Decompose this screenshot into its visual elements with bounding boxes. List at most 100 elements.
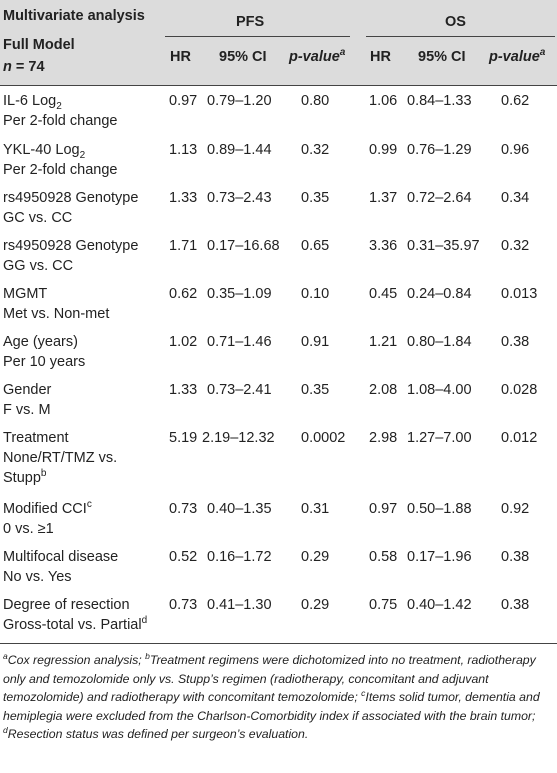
- pfs-hr-cell: 0.62: [169, 286, 198, 302]
- os-p-cell: 0.012: [501, 430, 538, 446]
- os-hr-cell: 0.58: [369, 549, 398, 565]
- os-hr-cell: 1.37: [369, 190, 398, 206]
- group-pfs: PFS: [236, 14, 265, 30]
- pfs-p-cell: 0.31: [301, 501, 330, 517]
- col-pfs-p-sup: a: [339, 47, 346, 59]
- pfs-ci-cell: 0.79–1.20: [207, 93, 272, 109]
- os-ci-cell: 0.50–1.88: [407, 501, 472, 517]
- os-p-cell: 0.38: [501, 549, 530, 565]
- pfs-p-cell: 0.35: [301, 382, 330, 398]
- pfs-ci-cell: 0.89–1.44: [207, 142, 272, 158]
- os-p-cell: 0.38: [501, 334, 530, 350]
- header-title-line1: Multivariate analysis: [3, 8, 145, 24]
- table-footnotes: aCox regression analysis; bTreatment reg…: [3, 650, 540, 742]
- pfs-ci-cell: 0.71–1.46: [207, 334, 272, 350]
- pfs-p-cell: 0.29: [301, 549, 330, 565]
- row-label-line1: Multifocal disease: [3, 549, 119, 565]
- pfs-hr-cell: 1.33: [169, 190, 198, 206]
- row-label-line1: Modified CCIc: [3, 499, 92, 517]
- os-p-cell: 0.96: [501, 142, 530, 158]
- os-ci-cell: 0.76–1.29: [407, 142, 472, 158]
- row-label-line1: rs4950928 Genotype: [3, 238, 139, 254]
- pfs-p-cell: 0.91: [301, 334, 330, 350]
- row-label-line2: None/RT/TMZ vs.: [3, 450, 118, 466]
- os-group-rule: [366, 36, 555, 37]
- os-ci-cell: 0.24–0.84: [407, 286, 472, 302]
- pfs-p-cell: 0.29: [301, 597, 330, 613]
- row-label-line2: GG vs. CC: [3, 258, 74, 274]
- pfs-p-cell: 0.80: [301, 93, 330, 109]
- pfs-hr-cell: 1.02: [169, 334, 198, 350]
- row-label-line2: Per 10 years: [3, 354, 86, 370]
- header-n: n = 74: [3, 58, 45, 77]
- os-hr-cell: 1.21: [369, 334, 398, 350]
- pfs-hr-cell: 0.97: [169, 93, 198, 109]
- pfs-hr-cell: 1.33: [169, 382, 198, 398]
- table-header: [0, 0, 557, 85]
- row-label-line2: Per 2-fold change: [3, 113, 118, 129]
- pfs-hr-cell: 0.73: [169, 501, 198, 517]
- pfs-p-cell: 0.32: [301, 142, 330, 158]
- header-bottom-rule: [0, 85, 557, 86]
- pfs-hr-cell: 0.73: [169, 597, 198, 613]
- os-ci-cell: 1.08–4.00: [407, 382, 472, 398]
- os-hr-cell: 1.06: [369, 93, 398, 109]
- os-hr-cell: 2.98: [369, 430, 398, 446]
- pfs-p-cell: 0.0002: [301, 430, 346, 446]
- table-bottom-rule: [0, 643, 557, 644]
- col-pfs-p-label: p-value: [289, 49, 340, 65]
- pfs-p-cell: 0.65: [301, 238, 330, 254]
- pfs-ci-cell: 0.73–2.41: [207, 382, 272, 398]
- os-p-cell: 0.028: [501, 382, 538, 398]
- header-title-line2: Full Model: [3, 37, 75, 53]
- pfs-p-cell: 0.35: [301, 190, 330, 206]
- os-ci-cell: 0.72–2.64: [407, 190, 472, 206]
- pfs-ci-cell: 0.17–16.68: [207, 238, 280, 254]
- col-pfs-ci: 95% CI: [219, 49, 267, 65]
- pfs-ci-cell: 0.16–1.72: [207, 549, 272, 565]
- n-value: = 74: [15, 59, 45, 75]
- pfs-ci-cell: 0.35–1.09: [207, 286, 272, 302]
- col-pfs-hr: HR: [170, 49, 191, 65]
- os-hr-cell: 0.99: [369, 142, 398, 158]
- row-label-line1: rs4950928 Genotype: [3, 190, 139, 206]
- col-os-p-label: p-value: [489, 49, 540, 65]
- row-label-line1: Age (years): [3, 334, 78, 350]
- pfs-hr-cell: 0.52: [169, 549, 198, 565]
- pfs-p-cell: 0.10: [301, 286, 330, 302]
- group-os: OS: [445, 14, 466, 30]
- os-p-cell: 0.34: [501, 190, 530, 206]
- row-label-line3: Stuppb: [3, 468, 47, 486]
- pfs-ci-cell: 0.73–2.43: [207, 190, 272, 206]
- col-os-ci: 95% CI: [418, 49, 466, 65]
- pfs-ci-cell: 2.19–12.32: [202, 430, 275, 446]
- os-ci-cell: 0.80–1.84: [407, 334, 472, 350]
- os-hr-cell: 0.75: [369, 597, 398, 613]
- pfs-hr-cell: 1.71: [169, 238, 198, 254]
- row-label-line1: IL-6 Log2: [3, 93, 62, 112]
- os-hr-cell: 0.45: [369, 286, 398, 302]
- row-label-line1: MGMT: [3, 286, 48, 302]
- row-label-line2: F vs. M: [3, 402, 51, 418]
- os-ci-cell: 0.84–1.33: [407, 93, 472, 109]
- pfs-hr-cell: 1.13: [169, 142, 198, 158]
- row-label-line2: No vs. Yes: [3, 569, 72, 585]
- os-p-cell: 0.32: [501, 238, 530, 254]
- os-hr-cell: 0.97: [369, 501, 398, 517]
- os-p-cell: 0.92: [501, 501, 530, 517]
- row-label-line2: Per 2-fold change: [3, 162, 118, 178]
- os-ci-cell: 0.17–1.96: [407, 549, 472, 565]
- row-label-line2: Gross-total vs. Partiald: [3, 615, 148, 633]
- row-label-line1: Gender: [3, 382, 52, 398]
- os-ci-cell: 0.40–1.42: [407, 597, 472, 613]
- pfs-hr-cell: 5.19: [169, 430, 198, 446]
- os-hr-cell: 3.36: [369, 238, 398, 254]
- row-label-line1: YKL-40 Log2: [3, 142, 86, 161]
- os-p-cell: 0.62: [501, 93, 530, 109]
- os-ci-cell: 0.31–35.97: [407, 238, 480, 254]
- pfs-ci-cell: 0.41–1.30: [207, 597, 272, 613]
- os-ci-cell: 1.27–7.00: [407, 430, 472, 446]
- row-label-line1: Degree of resection: [3, 597, 130, 613]
- col-os-p-sup: a: [539, 47, 546, 59]
